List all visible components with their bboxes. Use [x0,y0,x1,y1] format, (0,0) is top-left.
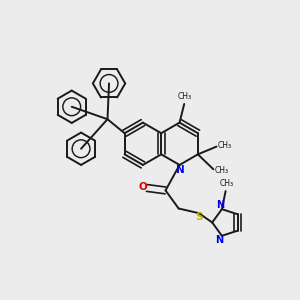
Text: N: N [215,235,223,244]
Text: O: O [138,182,147,192]
Text: N: N [176,165,184,175]
Text: S: S [196,212,203,223]
Text: N: N [216,200,224,210]
Text: CH₃: CH₃ [218,140,232,149]
Text: CH₃: CH₃ [178,92,192,101]
Text: CH₃: CH₃ [215,166,229,175]
Text: CH₃: CH₃ [219,179,233,188]
